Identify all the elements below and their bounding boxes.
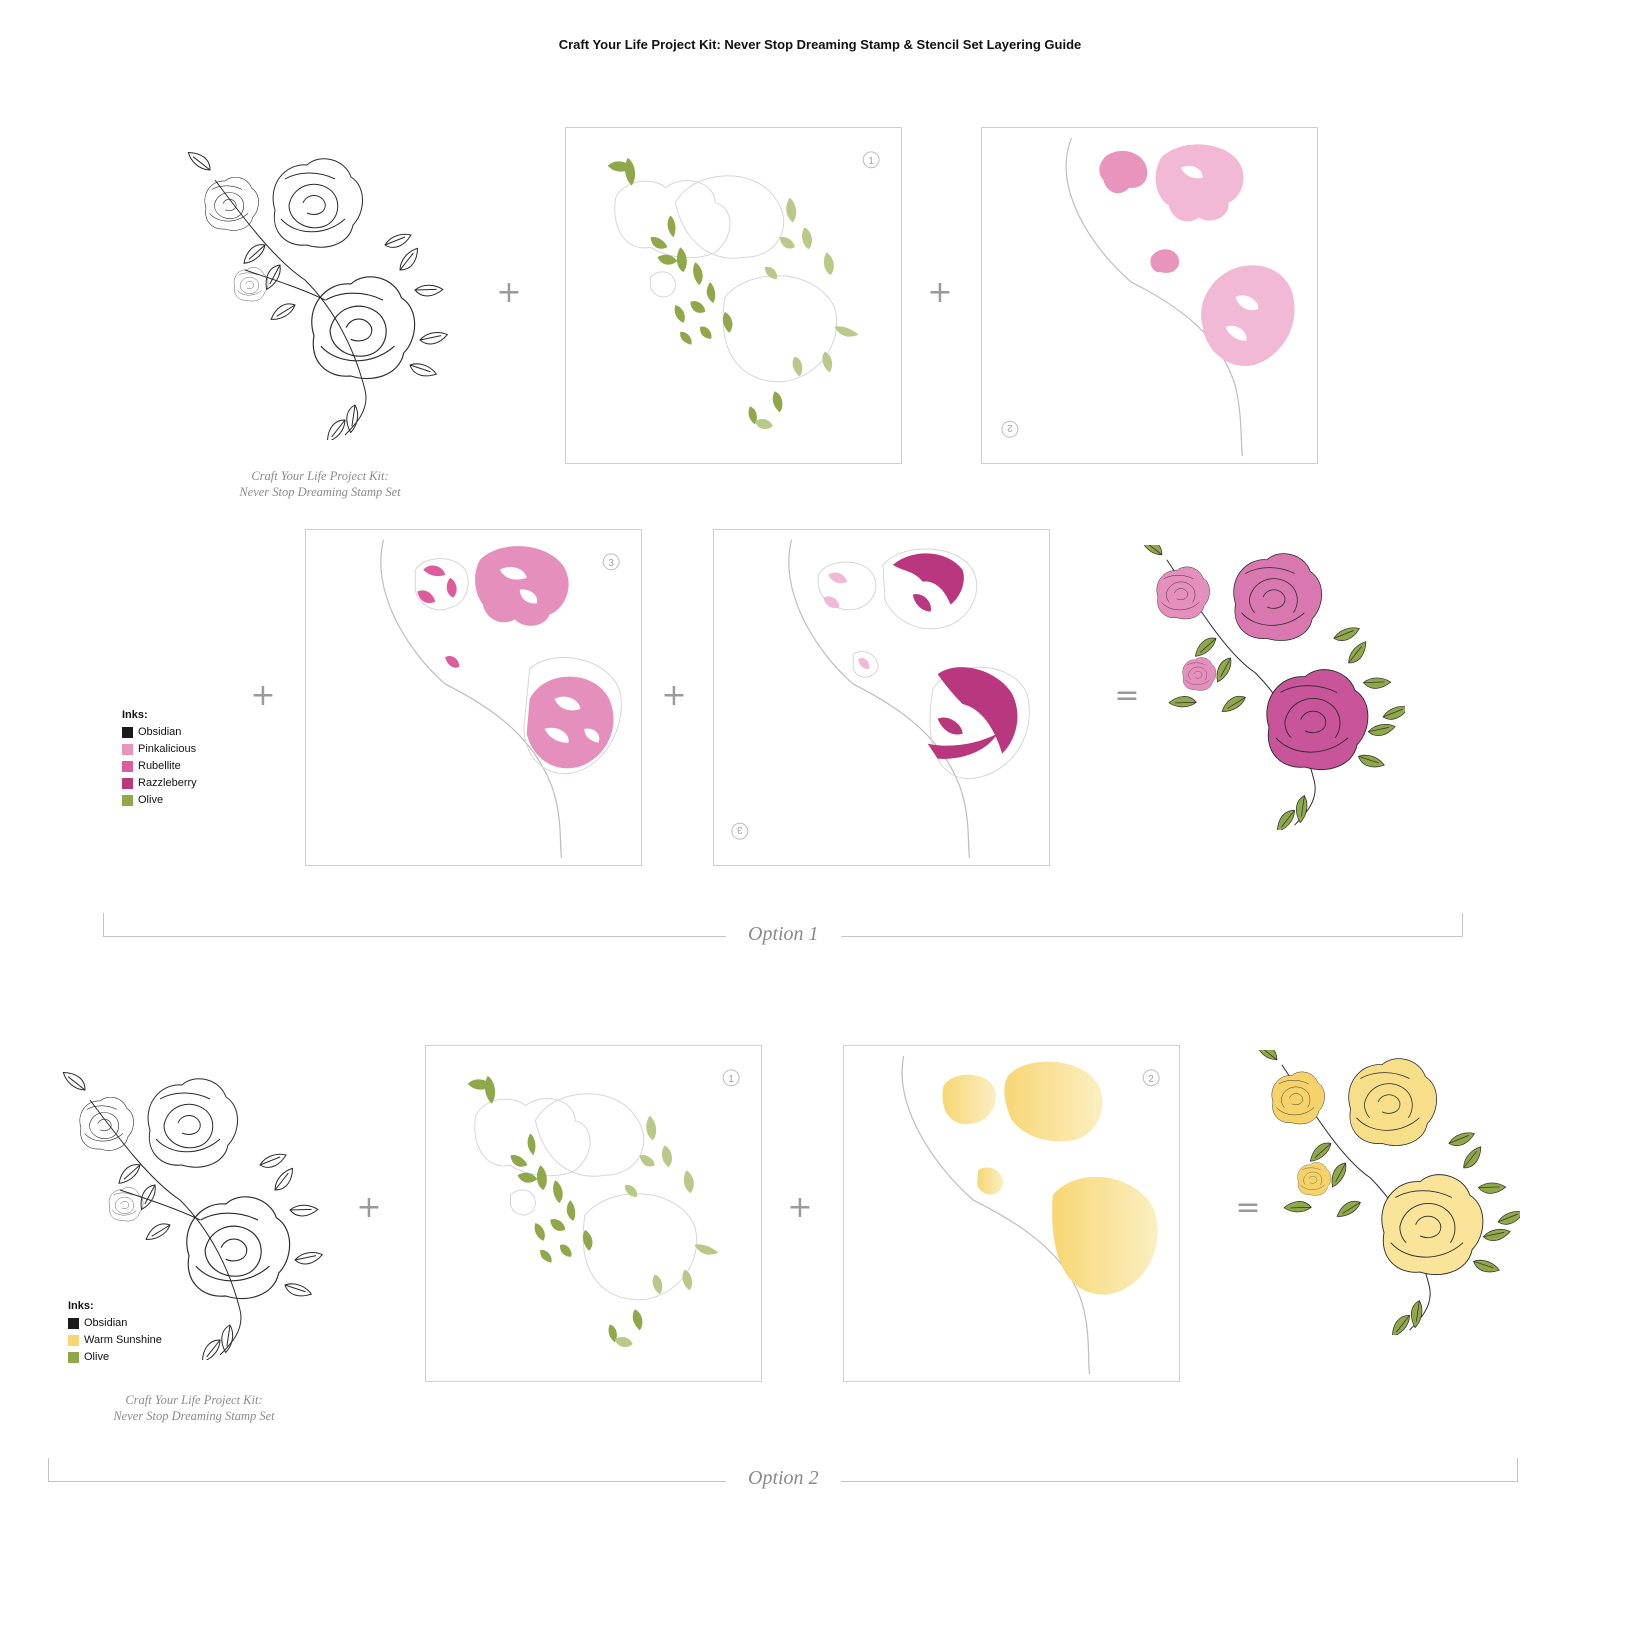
ink-item: Olive [68,1349,162,1366]
stencil-number-1: 1 [728,1074,734,1085]
stencil-2-panel: 2 [843,1045,1180,1382]
stencil-3-panel: 3 [305,529,642,866]
stamp-caption-line2: Never Stop Dreaming Stamp Set [239,485,401,499]
ink-swatch [122,795,133,806]
inks-heading: Inks: [68,1300,94,1312]
ink-item: Obsidian [122,724,197,741]
ink-swatch [122,761,133,772]
ink-name: Olive [138,794,164,806]
page-title: Craft Your Life Project Kit: Never Stop … [558,37,1082,52]
ink-swatch [122,744,133,755]
final-result-pink [1135,545,1405,830]
stamp-caption-line2: Never Stop Dreaming Stamp Set [113,1409,275,1423]
plus-operator: + [787,1190,813,1225]
ink-name: Rubellite [138,760,181,772]
equals-operator: = [1235,1190,1261,1225]
stencil-number-3: 3 [608,558,614,569]
ink-name: Pinkalicious [138,743,197,755]
plus-operator: + [356,1190,382,1225]
ink-name: Obsidian [84,1317,128,1329]
stamp-caption: Craft Your Life Project Kit: Never Stop … [190,468,450,500]
stamp-line-art [60,1070,330,1360]
ink-item: Warm Sunshine [68,1332,162,1349]
ink-item: Obsidian [68,1315,162,1332]
inks-heading: Inks: [122,709,148,721]
ink-item: Olive [122,792,197,809]
stencil-number-1: 1 [868,156,874,167]
ink-name: Olive [84,1351,110,1363]
ink-swatch [122,727,133,738]
plus-operator: + [496,275,522,310]
stencil-number-2: 2 [1148,1074,1154,1085]
ink-name: Warm Sunshine [84,1334,162,1346]
stamp-caption-line1: Craft Your Life Project Kit: [251,469,389,483]
ink-swatch [68,1352,79,1363]
ink-item: Rubellite [122,758,197,775]
stencil-1-panel: 1 [565,127,902,464]
stencil-1-panel: 1 [425,1045,762,1382]
ink-swatch [122,778,133,789]
plus-operator: + [250,678,276,713]
equals-operator: = [1114,678,1140,713]
plus-operator: + [927,275,953,310]
plus-operator: + [661,678,687,713]
final-result-yellow [1250,1050,1520,1335]
stencil-number-2: 2 [1007,422,1013,433]
stencil-2-panel: 2 [981,127,1318,464]
ink-swatch [68,1335,79,1346]
inks-legend-option1: Inks: Obsidian Pinkalicious Rubellite Ra… [122,707,197,809]
ink-item: Pinkalicious [122,741,197,758]
stamp-line-art [185,150,455,440]
stamp-caption-line1: Craft Your Life Project Kit: [125,1393,263,1407]
stencil-number-3-mirrored: 3 [737,824,743,835]
ink-swatch [68,1318,79,1329]
inks-legend-option2: Inks: Obsidian Warm Sunshine Olive [68,1298,162,1366]
option2-label: Option 2 [726,1466,841,1490]
ink-item: Razzleberry [122,775,197,792]
ink-name: Razzleberry [138,777,197,789]
stencil-3-mirrored-panel: 3 [713,529,1050,866]
ink-name: Obsidian [138,726,182,738]
option1-label: Option 1 [726,922,841,946]
stamp-caption: Craft Your Life Project Kit: Never Stop … [64,1392,324,1424]
